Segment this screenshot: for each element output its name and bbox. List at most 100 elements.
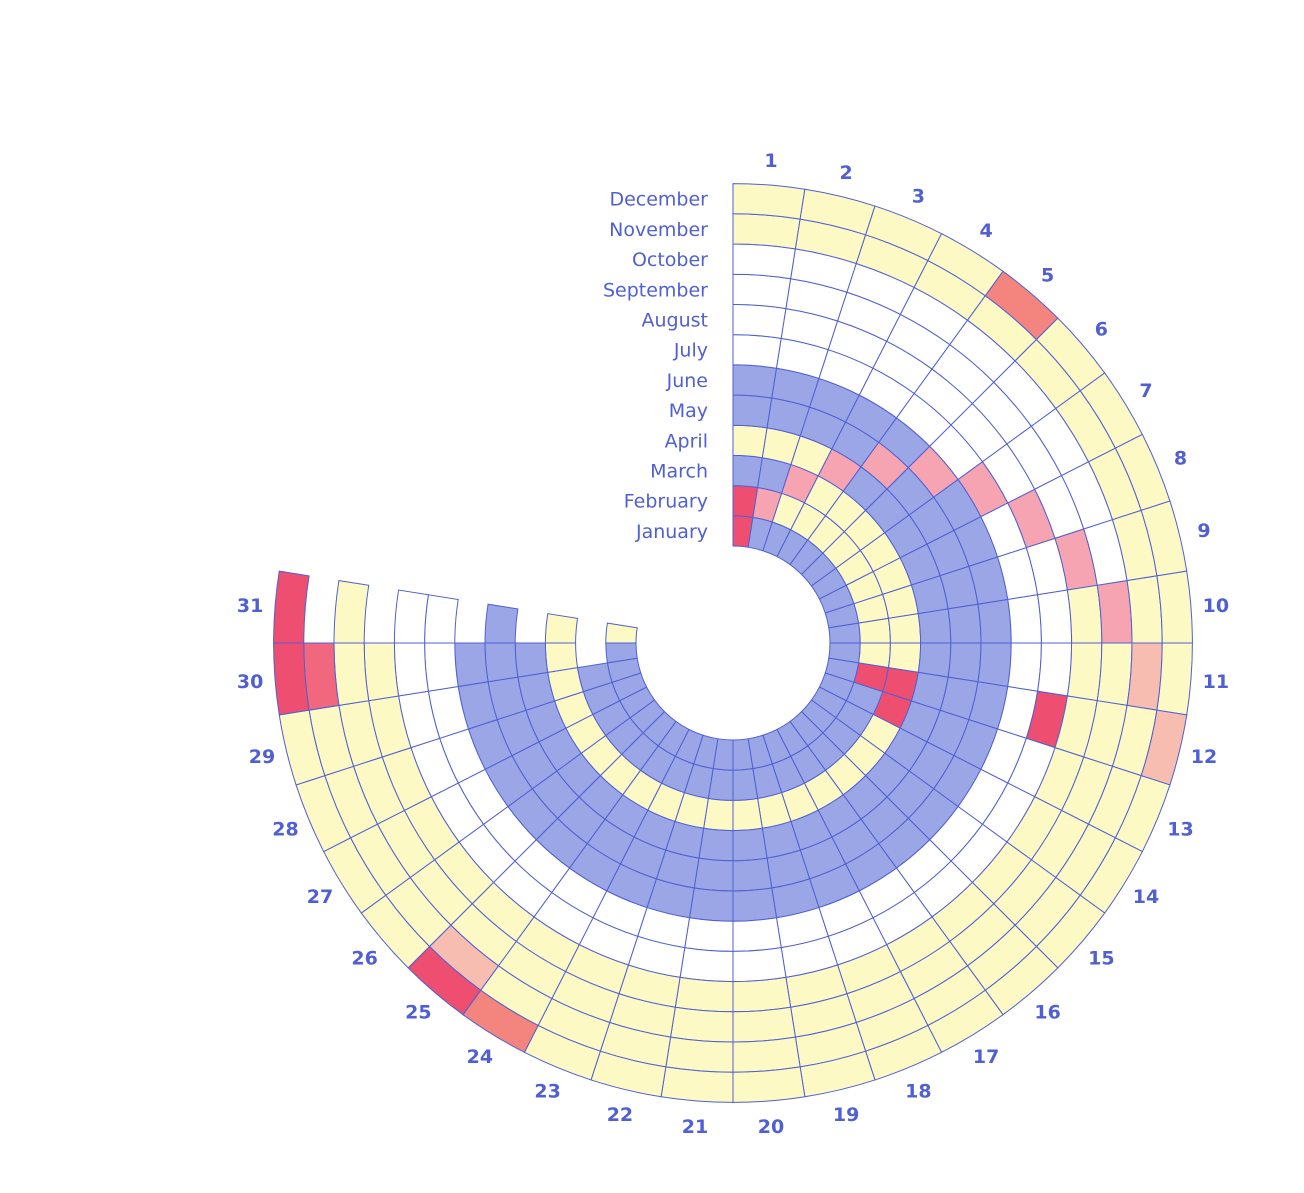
- cell-march-10: [887, 613, 922, 644]
- cell-september-20: [732, 976, 792, 1013]
- cell-march-20: [732, 797, 763, 832]
- cell-july-20: [732, 917, 782, 952]
- day-label-31: 31: [237, 595, 263, 617]
- cell-july-10: [1007, 594, 1042, 644]
- cell-november-10: [1126, 575, 1163, 644]
- cell-september-11: [1066, 642, 1103, 702]
- month-label-december: December: [609, 189, 708, 211]
- day-label-13: 13: [1167, 818, 1193, 840]
- cell-july-30: [424, 642, 459, 692]
- cell-december-21: [660, 1066, 734, 1103]
- cell-november-30: [303, 642, 340, 711]
- day-label-27: 27: [307, 886, 333, 908]
- day-label-15: 15: [1088, 948, 1114, 970]
- day-label-26: 26: [351, 948, 377, 970]
- cell-october-30: [333, 642, 370, 706]
- day-labels: 1234567891011121314151617181920212223242…: [237, 150, 1229, 1138]
- month-label-october: October: [632, 249, 708, 271]
- day-label-1: 1: [764, 150, 777, 172]
- month-label-july: July: [673, 340, 708, 362]
- cell-december-10: [1156, 570, 1193, 644]
- cell-august-21: [679, 947, 734, 983]
- day-label-6: 6: [1095, 318, 1108, 340]
- cell-april-11: [917, 642, 952, 678]
- cell-may-1: [732, 394, 773, 429]
- cell-july-1: [732, 334, 782, 369]
- cell-september-10: [1066, 584, 1103, 644]
- cell-october-10: [1096, 580, 1133, 644]
- cell-june-11: [977, 642, 1012, 688]
- day-label-12: 12: [1191, 746, 1217, 768]
- cell-september-21: [674, 976, 734, 1013]
- cell-may-30: [484, 642, 519, 683]
- cell-april-21: [698, 827, 734, 862]
- day-label-18: 18: [905, 1081, 931, 1103]
- cell-september-30: [363, 642, 400, 702]
- day-label-30: 30: [237, 671, 263, 693]
- cell-february-20: [732, 768, 759, 801]
- month-label-february: February: [624, 491, 708, 513]
- cell-june-30: [454, 642, 489, 688]
- day-label-19: 19: [833, 1104, 859, 1126]
- cell-april-20: [732, 827, 768, 862]
- day-label-3: 3: [912, 185, 925, 207]
- cell-june-20: [732, 887, 778, 922]
- cell-may-10: [947, 603, 982, 644]
- cell-may-31: [484, 603, 519, 644]
- cell-june-21: [688, 887, 734, 922]
- cell-november-11: [1126, 642, 1163, 711]
- cell-july-21: [684, 917, 734, 952]
- cell-april-10: [917, 608, 952, 644]
- cell-april-30: [514, 642, 549, 678]
- month-label-march: March: [650, 461, 708, 483]
- cell-may-11: [947, 642, 982, 683]
- day-label-21: 21: [682, 1116, 708, 1138]
- cell-july-31: [424, 594, 459, 644]
- cell-december-20: [732, 1066, 806, 1103]
- cell-march-31: [544, 613, 579, 644]
- day-label-29: 29: [249, 746, 275, 768]
- cell-august-20: [732, 947, 787, 983]
- day-label-8: 8: [1174, 448, 1187, 470]
- cell-april-1: [732, 424, 768, 459]
- cell-february-10: [858, 617, 891, 644]
- day-label-7: 7: [1139, 380, 1152, 402]
- month-label-april: April: [665, 430, 708, 452]
- day-label-16: 16: [1034, 1001, 1060, 1023]
- day-label-23: 23: [534, 1081, 560, 1103]
- cell-july-11: [1007, 642, 1042, 692]
- cell-january-31: [605, 622, 638, 644]
- day-label-17: 17: [973, 1046, 999, 1068]
- cell-may-20: [732, 857, 773, 892]
- day-label-20: 20: [758, 1116, 784, 1138]
- day-label-24: 24: [467, 1046, 493, 1068]
- cell-august-31: [393, 589, 429, 644]
- day-label-10: 10: [1203, 595, 1229, 617]
- day-label-28: 28: [272, 818, 298, 840]
- cell-october-31: [333, 580, 370, 644]
- cell-june-10: [977, 598, 1012, 644]
- cell-december-30: [273, 642, 310, 716]
- month-label-june: June: [666, 370, 708, 392]
- cell-august-11: [1037, 642, 1073, 697]
- month-label-august: August: [642, 310, 709, 332]
- day-label-4: 4: [979, 220, 992, 242]
- day-label-9: 9: [1197, 520, 1210, 542]
- cell-october-11: [1096, 642, 1133, 706]
- month-label-may: May: [669, 400, 708, 422]
- cell-may-21: [693, 857, 734, 892]
- cells-layer: [273, 183, 1193, 1103]
- cell-august-1: [732, 303, 787, 339]
- day-label-5: 5: [1041, 265, 1054, 287]
- month-labels: January February March April May June July Augu…: [603, 189, 708, 543]
- cell-october-20: [732, 1006, 796, 1043]
- cell-september-1: [732, 273, 792, 310]
- cell-december-1: [732, 183, 806, 220]
- day-label-25: 25: [405, 1001, 431, 1023]
- day-label-11: 11: [1203, 671, 1229, 693]
- cell-november-1: [732, 213, 801, 250]
- month-label-january: January: [635, 521, 708, 543]
- month-label-november: November: [609, 219, 708, 241]
- cell-december-11: [1156, 642, 1193, 716]
